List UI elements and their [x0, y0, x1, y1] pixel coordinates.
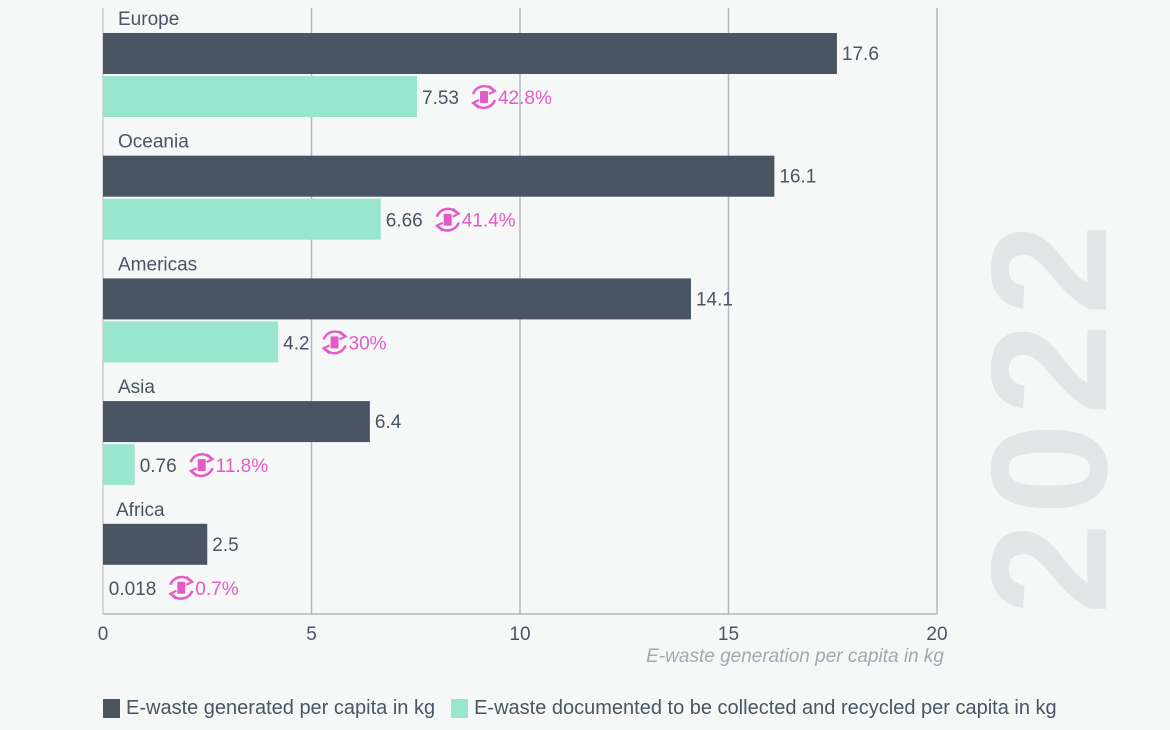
recycle-chip-icon	[470, 84, 497, 110]
bar-generated	[103, 278, 691, 320]
recycling-rate-label: 0.7%	[195, 579, 238, 600]
recycling-rate-label: 42.8%	[498, 88, 552, 109]
recycle-chip-icon	[168, 575, 195, 600]
x-axis-title: E-waste generation per capita in kg	[646, 646, 944, 667]
data-label-recycled: 0.76	[140, 456, 177, 477]
category-label: Asia	[118, 377, 155, 398]
x-tick-label: 5	[306, 624, 317, 645]
recycle-chip-icon	[321, 330, 348, 355]
bar-recycled	[103, 198, 381, 240]
bar-recycled	[103, 566, 104, 608]
bar-recycled	[103, 76, 418, 117]
recycling-rate-label: 11.8%	[216, 456, 269, 477]
bar-generated	[103, 155, 775, 197]
category-label: Europe	[118, 9, 179, 30]
data-label-generated: 17.6	[842, 44, 879, 65]
data-label-generated: 6.4	[375, 412, 402, 433]
data-label-recycled: 6.66	[386, 211, 423, 232]
bar-recycled	[103, 444, 135, 486]
data-label-generated: 2.5	[212, 535, 238, 556]
x-tick-label: 20	[926, 624, 947, 645]
bar-generated	[103, 33, 837, 74]
legend-swatch-recycled	[451, 699, 469, 718]
data-label-recycled: 4.2	[283, 333, 309, 354]
legend: E-waste generated per capita in kg E-was…	[103, 697, 1057, 720]
data-label-generated: 16.1	[779, 167, 816, 188]
data-label-recycled: 0.018	[109, 579, 157, 600]
legend-label-generated: E-waste generated per capita in kg	[126, 697, 436, 719]
recycle-chip-icon	[434, 207, 461, 232]
bar-generated	[103, 523, 208, 565]
bar-recycled	[103, 321, 279, 363]
x-tick-label: 10	[509, 624, 530, 645]
watermark-year: 2022	[957, 215, 1141, 614]
category-label: Americas	[118, 254, 197, 275]
legend-label-recycled: E-waste documented to be collected and r…	[474, 697, 1057, 719]
data-label-recycled: 7.53	[422, 88, 459, 109]
recycling-rate-label: 41.4%	[462, 211, 516, 232]
recycle-chip-icon	[188, 453, 215, 478]
x-tick-label: 15	[718, 624, 739, 645]
category-label: Africa	[116, 500, 165, 521]
x-tick-label: 0	[98, 624, 109, 645]
legend-swatch-generated	[103, 699, 120, 718]
category-label: Oceania	[118, 132, 189, 153]
recycling-rate-label: 30%	[349, 333, 387, 354]
data-label-generated: 14.1	[696, 289, 733, 310]
bar-generated	[103, 401, 370, 443]
